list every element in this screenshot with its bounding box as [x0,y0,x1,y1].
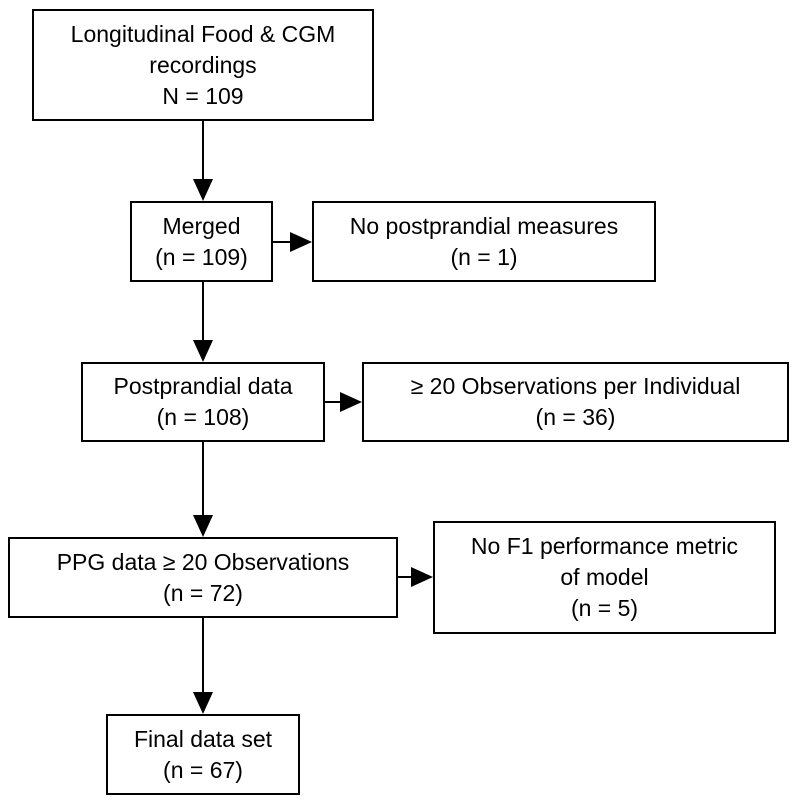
no-postprandial-count: (n = 1) [450,243,518,270]
min-observations-count: (n = 36) [535,404,616,430]
no-postprandial-exclusion-box: No postprandial measures (n = 1) [312,201,656,282]
connector-postprandial-to-ppg [193,442,213,537]
connector-merged-to-no-postprandial [273,232,312,252]
merged-box: Merged (n = 109) [130,201,273,282]
no-f1-line-2: of model [560,564,649,590]
connector-postprandial-to-min-observations [325,392,362,412]
final-data-set-box: Final data set (n = 67) [106,714,300,795]
merged-count: (n = 109) [155,243,248,270]
no-f1-exclusion-box: No F1 performance metric of model (n = 5… [433,521,776,634]
postprandial-label: Postprandial data [113,373,293,399]
connector-ppg-to-no-f1 [398,567,433,587]
ppg-count: (n = 72) [163,579,243,606]
source-line-1: Longitudinal Food & CGM [70,20,336,47]
min-observations-label: ≥ 20 Observations per Individual [410,373,741,399]
postprandial-count: (n = 108) [156,404,250,430]
min-observations-exclusion-box: ≥ 20 Observations per Individual (n = 36… [362,362,789,442]
final-count: (n = 67) [163,756,243,783]
final-label: Final data set [133,725,273,752]
connector-ppg-to-final [193,618,213,714]
merged-label: Merged [162,212,241,239]
connector-source-to-merged [193,121,213,201]
source-count: N = 109 [162,82,244,109]
no-postprandial-label: No postprandial measures [349,212,619,239]
ppg-label: PPG data ≥ 20 Observations [56,548,350,575]
no-f1-line-1: No F1 performance metric [470,533,739,559]
no-f1-count: (n = 5) [570,595,639,621]
source-line-2: recordings [149,51,257,78]
ppg-data-box: PPG data ≥ 20 Observations (n = 72) [8,537,398,618]
postprandial-data-box: Postprandial data (n = 108) [81,362,325,442]
connector-merged-to-postprandial [193,282,213,362]
source-recordings-box: Longitudinal Food & CGM recordings N = 1… [32,9,374,121]
